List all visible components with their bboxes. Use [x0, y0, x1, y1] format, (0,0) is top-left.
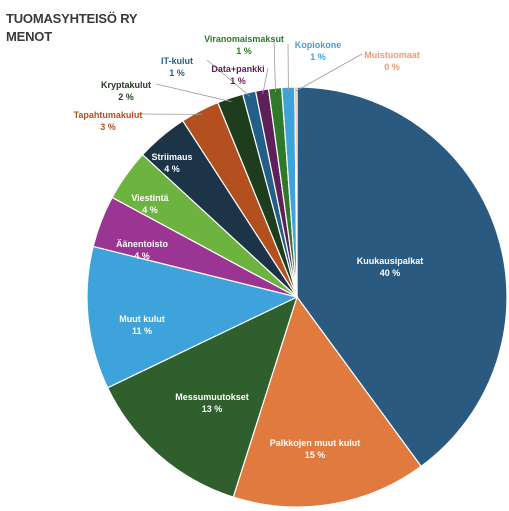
- leader-line-viranomaismaksut: [273, 37, 276, 93]
- leader-line-muistuomaat: [295, 53, 363, 92]
- slice-value-muut-kulut: 11 %: [132, 326, 152, 336]
- slice-value-kuukausipalkat: 40 %: [380, 268, 401, 278]
- slice-label-viranomaismaksut: Viranomaismaksut: [204, 34, 284, 44]
- slice-value-aanentoisto: 4 %: [134, 251, 150, 261]
- slice-value-tapahtumakulut: 3 %: [100, 122, 116, 132]
- pie-slice-palkkojen-muut-kulut: [232, 295, 422, 508]
- leader-line-kryptakulut: [155, 83, 232, 103]
- leader-line-it-kulut: [206, 59, 251, 97]
- slice-labels: Kuukausipalkat 40 % Palkkojen muut kulut 15…: [74, 34, 424, 460]
- pie-slices: [86, 86, 508, 508]
- slice-label-kryptakulut: Kryptakulut: [101, 80, 151, 90]
- chart-title-line-2: MENOT: [6, 29, 52, 44]
- chart-title: TUOMASYHTEISÖ RY MENOT: [6, 10, 138, 46]
- slice-label-tapahtumakulut: Tapahtumakulut: [74, 110, 143, 120]
- slice-value-kopiokone: 1 %: [310, 52, 326, 62]
- slice-label-muistuomaat: Muistuomaat: [364, 50, 420, 60]
- leader-line-data-pankki: [262, 67, 269, 94]
- slice-value-striimaus: 4 %: [164, 164, 180, 174]
- pie-slice-muistuomaat: [294, 86, 298, 298]
- slice-label-messumuutokset: Messumuutokset: [175, 392, 249, 402]
- leader-lines: [137, 37, 363, 115]
- slice-value-muistuomaat: 0 %: [384, 62, 400, 72]
- slice-value-viestinta: 4 %: [142, 205, 158, 215]
- slice-value-kryptakulut: 2 %: [118, 92, 134, 102]
- pie-slice-muut-kulut: [86, 245, 299, 389]
- slice-value-viranomaismaksut: 1 %: [236, 46, 252, 56]
- slice-value-data-pankki: 1 %: [230, 76, 246, 86]
- slice-label-palkkojen-muut-kulut: Palkkojen muut kulut: [270, 438, 361, 448]
- slice-value-palkkojen-muut-kulut: 15 %: [305, 450, 326, 460]
- pie-slice-messumuutokset: [106, 295, 298, 498]
- slice-value-it-kulut: 1 %: [169, 68, 185, 78]
- slice-label-data-pankki: Data+pankki: [211, 64, 264, 74]
- slice-label-aanentoisto: Äänentoisto: [116, 239, 169, 249]
- slice-label-kuukausipalkat: Kuukausipalkat: [357, 256, 424, 266]
- slice-value-messumuutokset: 13 %: [202, 404, 223, 414]
- pie-slice-kuukausipalkat: [296, 86, 508, 468]
- chart-title-line-1: TUOMASYHTEISÖ RY: [6, 11, 138, 26]
- slice-label-viestinta: Viestintä: [131, 193, 169, 203]
- slice-label-kopiokone: Kopiokone: [295, 40, 342, 50]
- slice-label-striimaus: Striimaus: [151, 152, 192, 162]
- slice-label-muut-kulut: Muut kulut: [119, 314, 165, 324]
- slice-label-it-kulut: IT-kulut: [161, 56, 193, 66]
